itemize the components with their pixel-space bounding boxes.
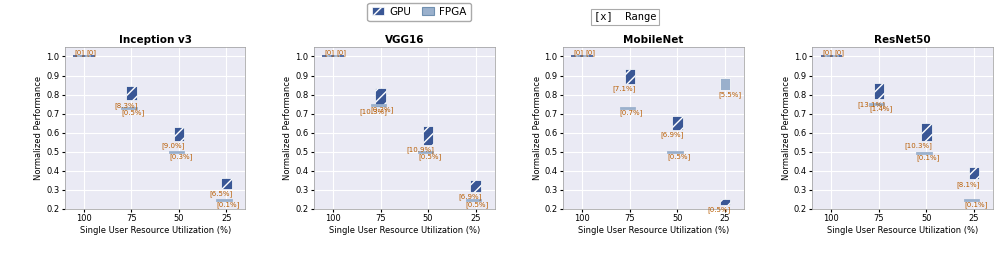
- Text: [5.5%]: [5.5%]: [719, 91, 742, 98]
- Bar: [672, 116, 683, 130]
- Text: [0]: [0]: [834, 49, 844, 56]
- X-axis label: Single User Resource Utilization (%): Single User Resource Utilization (%): [80, 226, 231, 235]
- Bar: [625, 69, 635, 84]
- Text: [0.5%]: [0.5%]: [466, 201, 489, 208]
- Text: [8.1%]: [8.1%]: [957, 181, 980, 188]
- Bar: [720, 199, 731, 205]
- Text: [6.9%]: [6.9%]: [660, 131, 684, 138]
- Title: Inception v3: Inception v3: [119, 35, 192, 45]
- Text: [0]: [0]: [585, 49, 595, 56]
- Text: [0]: [0]: [336, 49, 346, 56]
- Y-axis label: Normalized Performance: Normalized Performance: [34, 76, 43, 180]
- Text: [0.5%]: [0.5%]: [418, 153, 441, 160]
- Text: [0.3%]: [0.3%]: [370, 106, 394, 113]
- Text: [0.1%]: [0.1%]: [964, 201, 987, 207]
- X-axis label: Single User Resource Utilization (%): Single User Resource Utilization (%): [827, 226, 978, 235]
- Y-axis label: Normalized Performance: Normalized Performance: [283, 76, 292, 180]
- Text: [0.5%]: [0.5%]: [708, 206, 731, 213]
- Bar: [375, 88, 386, 107]
- Text: [0]: [0]: [75, 49, 85, 56]
- Legend: GPU, FPGA: GPU, FPGA: [367, 3, 471, 21]
- Text: [10.3%]: [10.3%]: [905, 143, 933, 150]
- Text: [x]  Range: [x] Range: [594, 12, 657, 22]
- Text: [0]: [0]: [324, 49, 334, 56]
- X-axis label: Single User Resource Utilization (%): Single User Resource Utilization (%): [328, 226, 480, 235]
- Text: [0.5%]: [0.5%]: [122, 109, 145, 116]
- Text: [0]: [0]: [87, 49, 97, 56]
- Bar: [921, 123, 932, 141]
- Text: [0.1%]: [0.1%]: [916, 154, 940, 161]
- Text: [0.1%]: [0.1%]: [217, 201, 240, 208]
- Y-axis label: Normalized Performance: Normalized Performance: [533, 76, 542, 180]
- Bar: [222, 178, 232, 189]
- Bar: [423, 126, 433, 145]
- Text: [0.3%]: [0.3%]: [169, 153, 193, 160]
- Text: [8.3%]: [8.3%]: [114, 102, 138, 109]
- Text: [6.9%]: [6.9%]: [458, 193, 482, 200]
- Text: [0.7%]: [0.7%]: [620, 109, 643, 116]
- Bar: [873, 83, 884, 99]
- Bar: [174, 127, 185, 141]
- Y-axis label: Normalized Performance: Normalized Performance: [781, 76, 790, 180]
- Bar: [470, 180, 481, 192]
- Text: [9.0%]: [9.0%]: [162, 143, 185, 150]
- Text: [0]: [0]: [822, 49, 832, 56]
- Title: ResNet50: ResNet50: [874, 35, 931, 45]
- Text: [10.3%]: [10.3%]: [359, 109, 387, 115]
- Text: [0]: [0]: [573, 49, 583, 56]
- Bar: [969, 167, 979, 179]
- Text: [1.4%]: [1.4%]: [869, 106, 892, 112]
- Title: MobileNet: MobileNet: [624, 35, 684, 45]
- Text: [7.1%]: [7.1%]: [613, 85, 636, 92]
- Bar: [126, 86, 137, 100]
- X-axis label: Single User Resource Utilization (%): Single User Resource Utilization (%): [578, 226, 730, 235]
- Text: [6.5%]: [6.5%]: [210, 190, 233, 197]
- Text: [10.9%]: [10.9%]: [406, 146, 434, 153]
- Bar: [720, 78, 731, 90]
- Text: [0.5%]: [0.5%]: [668, 153, 691, 160]
- Title: VGG16: VGG16: [384, 35, 424, 45]
- Text: [13.1%]: [13.1%]: [857, 101, 885, 108]
